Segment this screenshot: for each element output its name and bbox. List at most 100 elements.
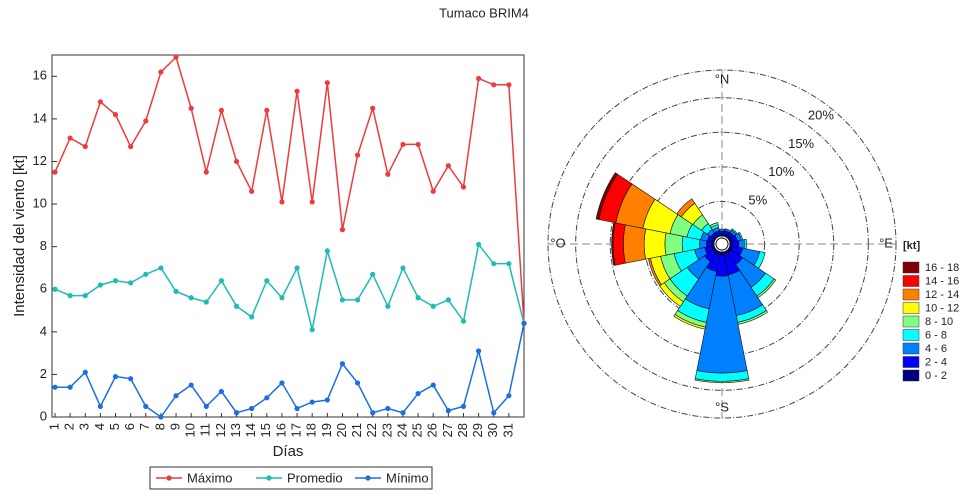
data-point (370, 105, 376, 111)
y-tick-label: 2 (40, 366, 47, 381)
legend-label: 4 - 6 (925, 343, 947, 355)
x-tick-label: 8 (152, 423, 167, 430)
data-point (476, 348, 482, 354)
data-point (128, 376, 134, 382)
data-point (264, 395, 270, 401)
rose-wedge (612, 222, 626, 266)
legend-swatch (902, 302, 920, 314)
series-line (54, 242, 525, 330)
x-tick-label: 18 (304, 423, 319, 437)
data-point (400, 141, 406, 148)
legend-title: [kt] (903, 240, 920, 252)
data-point (476, 241, 482, 248)
data-point (233, 158, 240, 165)
x-tick-label: 11 (198, 423, 213, 437)
data-point (445, 297, 451, 303)
direction-label: °S (715, 399, 729, 414)
data-point (506, 261, 512, 267)
legend-swatch (902, 369, 920, 382)
x-tick-label: 3 (77, 423, 92, 430)
data-point (203, 403, 209, 409)
data-point (249, 188, 255, 194)
data-point (249, 314, 255, 320)
data-point (430, 303, 436, 309)
data-point (445, 163, 451, 169)
data-point (264, 107, 270, 113)
data-point (52, 286, 58, 292)
data-point (188, 382, 194, 388)
legend-swatch (902, 288, 920, 301)
data-point (491, 261, 497, 267)
legend-marker (166, 475, 172, 481)
data-point (52, 384, 58, 390)
data-point (82, 143, 88, 150)
data-point (400, 410, 406, 416)
x-tick-label: 29 (470, 423, 485, 437)
data-point (67, 293, 73, 299)
x-tick-label: 12 (213, 423, 228, 437)
rose-wedge (673, 314, 706, 330)
data-point (279, 199, 285, 205)
data-point (460, 318, 467, 324)
x-tick-label: 7 (137, 423, 152, 430)
data-point (415, 390, 421, 397)
y-tick-label: 10 (33, 195, 47, 210)
y-tick-label: 16 (33, 68, 47, 83)
x-tick-label: 14 (243, 423, 258, 437)
rose-wedge (738, 239, 745, 249)
x-axis-label: Días (273, 443, 304, 460)
data-point (112, 112, 119, 118)
x-tick-label: 10 (183, 423, 198, 437)
data-point (173, 54, 179, 60)
data-point (430, 382, 436, 388)
x-tick-label: 25 (410, 423, 425, 437)
data-point (173, 393, 179, 399)
data-point (324, 248, 330, 254)
legend-swatch (902, 356, 920, 368)
data-point (188, 105, 194, 111)
x-tick-label: 6 (122, 423, 137, 430)
x-tick-label: 15 (258, 423, 273, 437)
x-tick-label: 22 (364, 423, 379, 437)
data-point (354, 380, 361, 386)
x-tick-label: 20 (334, 423, 349, 437)
data-point (188, 295, 194, 301)
data-point (128, 143, 134, 150)
x-tick-label: 24 (394, 423, 409, 437)
data-point (52, 169, 58, 175)
x-tick-label: 1 (46, 423, 61, 430)
data-point (491, 82, 497, 88)
data-point (385, 303, 391, 309)
x-tick-label: 9 (167, 423, 182, 430)
legend-label: 0 - 2 (925, 370, 947, 382)
legend-marker (365, 475, 371, 481)
y-tick-label: 14 (33, 110, 47, 125)
data-point (279, 295, 285, 301)
rose-wedge (718, 228, 726, 232)
data-point (385, 405, 391, 412)
data-point (158, 69, 164, 75)
legend-swatch (902, 315, 920, 328)
x-tick-label: 21 (349, 423, 364, 437)
series-line (54, 55, 525, 324)
direction-label: °O (550, 235, 565, 250)
x-tick-label: 28 (455, 423, 470, 437)
data-point (112, 278, 119, 284)
data-point (400, 265, 406, 271)
data-point (415, 141, 421, 148)
radial-tick-label: 15% (788, 136, 814, 151)
data-point (218, 278, 225, 284)
x-tick-label: 16 (273, 423, 288, 437)
data-point (67, 135, 73, 141)
data-point (309, 199, 315, 205)
legend-label: 6 - 8 (925, 329, 947, 341)
data-point (521, 320, 527, 326)
data-point (82, 293, 88, 299)
x-tick-label: 17 (289, 423, 304, 437)
data-point (294, 405, 300, 412)
x-tick-label: 2 (62, 423, 77, 430)
x-tick-label: 4 (92, 423, 107, 430)
plot-frame (51, 54, 525, 418)
legend-label: 10 - 12 (925, 302, 959, 314)
